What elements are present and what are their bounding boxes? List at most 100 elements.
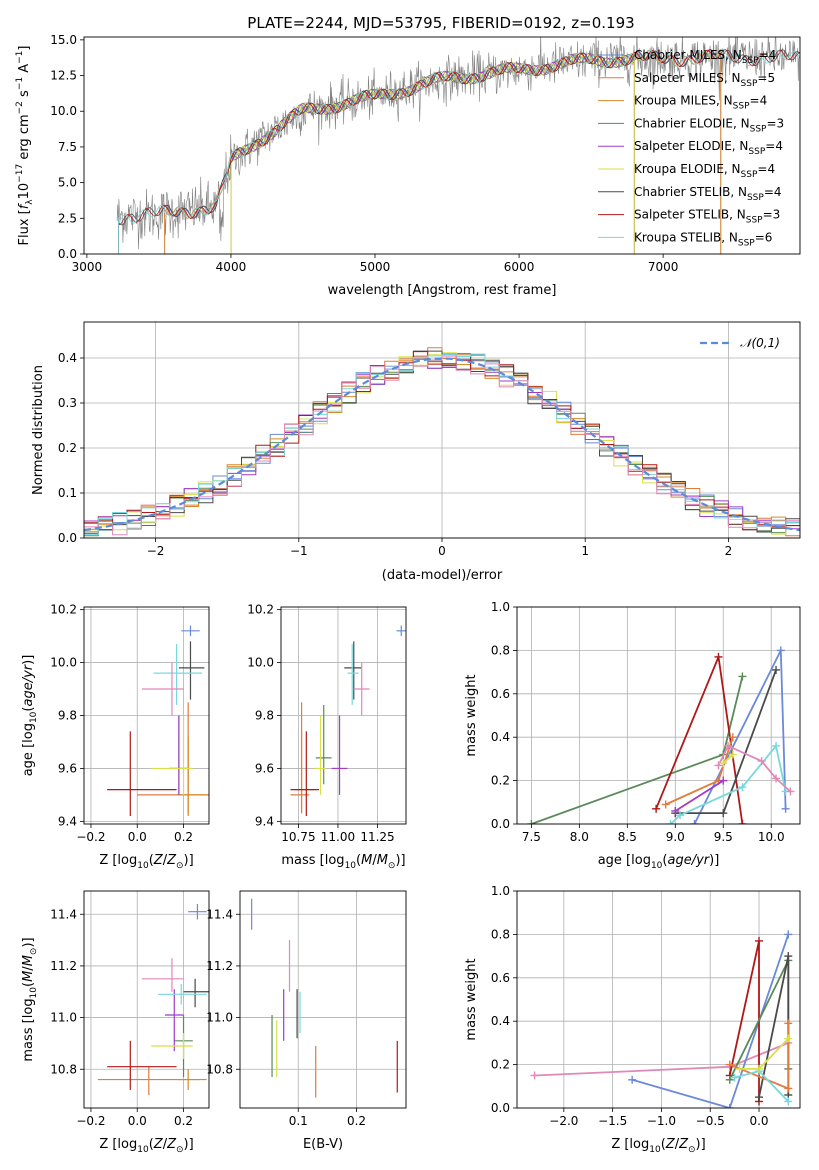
x-tick-label: 0.2: [174, 830, 193, 844]
x-tick-label: 1: [581, 544, 589, 558]
y-tick-label: 0.0: [58, 247, 77, 261]
x-tick-label: 9.5: [714, 830, 733, 844]
weight-series-line: [722, 753, 734, 764]
x-tick-label: 11.25: [360, 830, 394, 844]
y-tick-label: 0.8: [491, 927, 510, 941]
y-tick-label: 10.2: [50, 603, 77, 617]
age-vs-metallicity-panel: −0.2 0.0 0.2 9.4 9.6 9.8 10.0 10.2 Z [log10(Z/Z⊙…: [21, 603, 210, 871]
plot-area: [251, 898, 398, 1098]
y-tick-label: 1.0: [491, 600, 510, 614]
legend-entry: Kroupa ELODIE, NSSP=4: [634, 162, 775, 180]
y-tick-label: 0.0: [58, 531, 77, 545]
weight-series-line: [631, 934, 790, 1108]
model-spectrum: [230, 52, 635, 162]
y-tick-label: 1.0: [491, 884, 510, 898]
weight-vs-age-panel: 7.5 8.0 8.5 9.0 9.5 10.0 0.0 0.2 0.4 0.6 0.8 1.0 mas…: [464, 600, 801, 871]
legend-entry: Salpeter ELODIE, NSSP=4: [634, 139, 783, 157]
y-tick-label: 11.4: [206, 907, 233, 921]
y-axis-label: Flux [fλ10−17 erg cm−2 s−1 A−1]: [15, 46, 35, 246]
model-spectrum: [230, 53, 635, 159]
plot-area: [290, 625, 406, 817]
legend-entry: Chabrier ELODIE, NSSP=3: [634, 116, 784, 134]
residual-histogram: [84, 351, 800, 531]
y-tick-label: 9.8: [255, 709, 274, 723]
observed-spectrum: [116, 37, 800, 250]
x-tick-label: 0: [438, 544, 446, 558]
y-tick-label: 0.0: [491, 1101, 510, 1115]
y-tick-label: 9.6: [255, 761, 274, 775]
model-spectrum: [118, 48, 800, 224]
y-tick-label: 7.5: [58, 140, 77, 154]
y-tick-label: 0.1: [58, 486, 77, 500]
spectrum-panel: 3000 4000 5000 6000 7000 0.0 2.5 5.0 7.5 10.0 12.5…: [15, 33, 801, 298]
axes-frame: [516, 890, 801, 1109]
legend-entry: 𝒩(0,1): [740, 336, 780, 350]
y-tick-label: 0.8: [491, 643, 510, 657]
plot-area: [107, 625, 209, 817]
weight-vs-metallicity-panel: −2.0 −1.5 −1.0 −0.5 0.0 0.0 0.2 0.4 0.6 0.8 1.0 mas…: [464, 884, 801, 1155]
y-tick-label: 10.8: [50, 1062, 77, 1076]
axes-frame: [83, 890, 210, 1109]
y-tick-label: 10.0: [247, 656, 274, 670]
y-tick-label: 0.2: [491, 1058, 510, 1072]
y-tick-label: 0.4: [491, 730, 510, 744]
mass-vs-metallicity-panel: −0.2 0.0 0.2 10.8 11.0 11.2 11.4 Z [log10(Z/Z⊙)…: [21, 890, 210, 1155]
x-tick-label: 7.5: [522, 830, 541, 844]
x-tick-label: −1.0: [647, 1114, 676, 1128]
y-tick-label: 0.6: [491, 687, 510, 701]
plot-area: [84, 347, 800, 537]
x-tick-label: 8.0: [570, 830, 589, 844]
plot-area: [527, 646, 795, 824]
x-axis-label: Z [log10(Z/Z⊙)]: [99, 853, 193, 871]
y-axis-label: mass weight: [464, 958, 479, 1040]
x-tick-label: 4000: [216, 260, 247, 274]
y-tick-label: 9.4: [255, 814, 274, 828]
y-tick-label: 11.2: [206, 959, 233, 973]
x-tick-label: −0.2: [76, 1114, 105, 1128]
x-axis-label: (data-model)/error: [382, 568, 503, 583]
x-tick-label: 8.5: [618, 830, 637, 844]
mass-vs-extinction-panel: 0.1 0.2 10.8 11.0 11.2 11.4 E(B-V): [206, 890, 407, 1152]
x-tick-label: 0.2: [174, 1114, 193, 1128]
axes-frame: [83, 36, 801, 255]
plot-area: [97, 903, 209, 1096]
y-tick-label: 0.2: [58, 441, 77, 455]
y-tick-label: 0.4: [491, 1014, 510, 1028]
x-tick-label: 0.0: [128, 830, 147, 844]
y-tick-label: 0.3: [58, 396, 77, 410]
x-tick-label: −2: [147, 544, 165, 558]
x-axis-label: Z [log10(Z/Z⊙)]: [611, 1137, 705, 1155]
x-tick-label: 0.1: [289, 1114, 308, 1128]
y-tick-label: 11.0: [206, 1011, 233, 1025]
y-tick-label: 11.2: [50, 959, 77, 973]
y-tick-label: 0.0: [491, 817, 510, 831]
y-tick-label: 0.2: [491, 774, 510, 788]
age-vs-mass-panel: 10.75 11.00 11.25 9.4 9.6 9.8 10.0 10.2 mass [lo…: [247, 603, 407, 871]
x-tick-label: 0.0: [128, 1114, 147, 1128]
x-tick-label: 0.2: [347, 1114, 366, 1128]
y-tick-label: 5.0: [58, 176, 77, 190]
y-tick-label: 9.6: [58, 761, 77, 775]
x-tick-label: 9.0: [666, 830, 685, 844]
x-tick-label: 7000: [648, 260, 679, 274]
y-tick-label: 15.0: [50, 33, 77, 47]
plot-area: [116, 37, 800, 254]
y-tick-label: 0.4: [58, 351, 77, 365]
x-tick-label: −1.5: [598, 1114, 627, 1128]
x-tick-label: 10.75: [281, 830, 315, 844]
y-axis-label: mass weight: [464, 674, 479, 756]
axes-frame: [83, 321, 801, 539]
axes-frame: [516, 606, 801, 825]
y-tick-label: 2.5: [58, 211, 77, 225]
residuals-panel: −2 −1 0 1 2 0.0 0.1 0.2 0.3 0.4 (data-model)/error…: [31, 321, 801, 583]
legend-entry: Salpeter STELIB, NSSP=3: [634, 208, 780, 226]
x-tick-label: 11.00: [321, 830, 355, 844]
y-tick-label: 9.8: [58, 709, 77, 723]
y-tick-label: 11.4: [50, 907, 77, 921]
x-tick-label: 0.0: [749, 1114, 768, 1128]
residual-histogram: [84, 353, 800, 536]
x-tick-label: −1: [290, 544, 308, 558]
axes-frame: [239, 890, 407, 1109]
y-tick-label: 0.6: [491, 971, 510, 985]
